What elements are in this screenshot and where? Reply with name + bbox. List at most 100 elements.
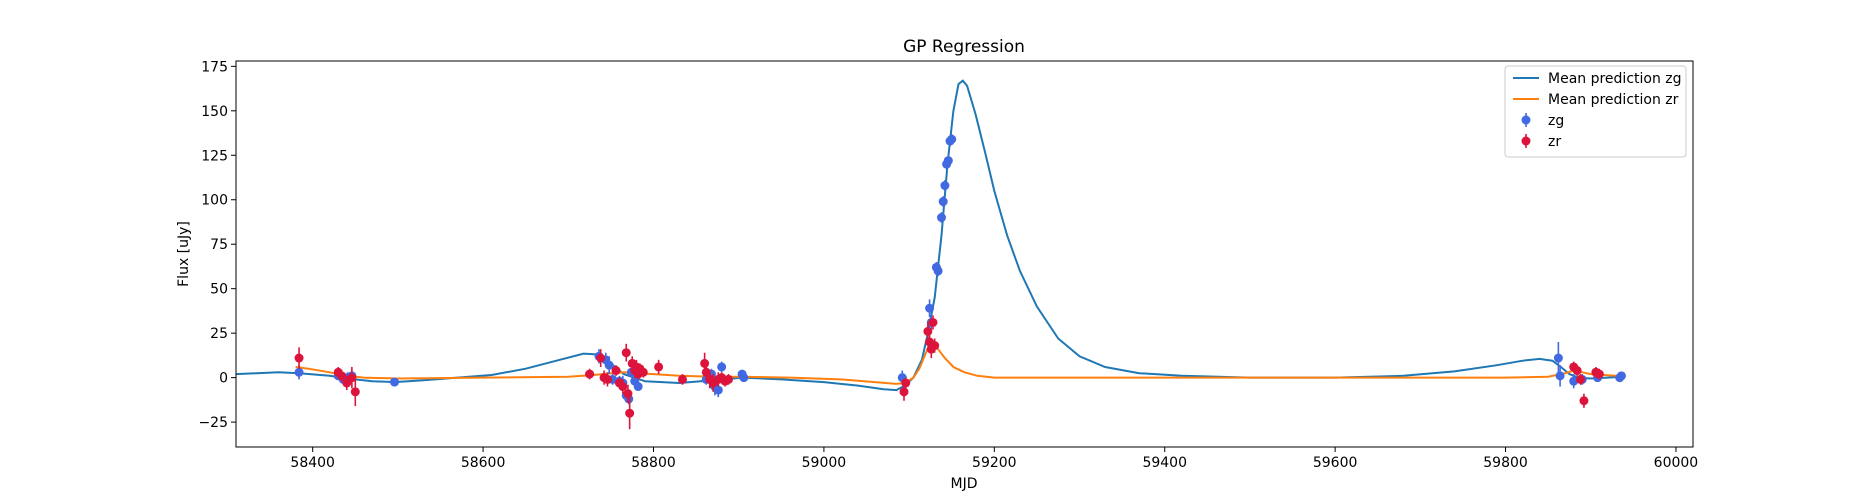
- y-axis-label: Flux [uJy]: [176, 221, 192, 287]
- marker-zg: [938, 197, 948, 207]
- legend-item: zr: [1521, 134, 1561, 150]
- data-point-zg: [925, 299, 935, 318]
- marker-zg: [947, 134, 957, 144]
- data-point-zr: [596, 349, 606, 367]
- y-tick-label: 50: [210, 282, 228, 298]
- series-line-zg: [236, 79, 1622, 392]
- legend-item: Mean prediction zr: [1513, 92, 1679, 108]
- marker-zr: [350, 387, 360, 397]
- marker-zr: [585, 369, 595, 379]
- x-tick-label: 59200: [972, 455, 1017, 471]
- plot-area: [236, 79, 1626, 430]
- legend-item: Mean prediction zg: [1513, 71, 1682, 87]
- y-tick-label: 25: [210, 326, 228, 342]
- marker-zr: [596, 353, 606, 363]
- marker-zg: [940, 181, 950, 191]
- y-tick-label: 175: [201, 59, 228, 75]
- y-axis: −25 0 25 50 75 100 125 150 175: [198, 59, 236, 431]
- y-tick-label: 0: [219, 371, 228, 387]
- marker-zg: [936, 213, 946, 223]
- marker-zr: [623, 389, 633, 399]
- x-tick-label: 60000: [1654, 455, 1699, 471]
- marker-zr: [294, 353, 304, 363]
- data-point-zr: [901, 377, 911, 389]
- marker-zr: [625, 408, 635, 418]
- marker-zg: [633, 382, 643, 392]
- data-point-zr: [1572, 365, 1582, 376]
- marker-zg: [1555, 371, 1565, 381]
- data-point-zg: [933, 265, 943, 277]
- y-tick-label: −25: [198, 415, 228, 431]
- data-point-zr: [625, 397, 635, 430]
- x-tick-label: 59800: [1483, 455, 1528, 471]
- y-tick-label: 75: [210, 237, 228, 253]
- marker-zg: [717, 362, 727, 372]
- data-point-zr: [602, 372, 612, 387]
- x-tick-label: 59400: [1142, 455, 1187, 471]
- y-tick-label: 150: [201, 104, 228, 120]
- data-point-zr: [623, 384, 633, 403]
- data-point-zr: [585, 368, 595, 380]
- marker-zr: [611, 366, 621, 376]
- data-point-zg: [940, 180, 950, 191]
- marker-zg: [294, 367, 304, 377]
- marker-zr: [899, 387, 909, 397]
- data-point-zr: [294, 347, 304, 369]
- data-point-zg: [943, 155, 953, 166]
- marker-zr: [923, 326, 933, 336]
- legend-item: zg: [1521, 113, 1564, 129]
- marker-zr: [1576, 374, 1586, 384]
- data-point-zg: [936, 212, 946, 223]
- marker-zg: [925, 303, 935, 313]
- marker-zr: [701, 367, 711, 377]
- marker-zg: [1616, 371, 1626, 381]
- data-point-zg: [938, 196, 948, 207]
- x-tick-label: 59000: [802, 455, 847, 471]
- data-point-zg: [1555, 365, 1565, 387]
- marker-zg: [389, 377, 399, 387]
- data-point-zr: [337, 370, 347, 382]
- data-point-zg: [739, 373, 749, 383]
- data-point-zg: [717, 361, 727, 373]
- data-point-zg: [947, 133, 957, 145]
- legend-box: [1504, 65, 1687, 158]
- data-point-zr: [723, 374, 733, 385]
- data-point-zr: [928, 315, 938, 330]
- marker-zr: [602, 374, 612, 384]
- marker-zg: [1553, 353, 1563, 363]
- data-point-zg: [1616, 371, 1626, 381]
- data-point-zg: [1569, 374, 1579, 389]
- data-point-zr: [1594, 368, 1604, 380]
- marker-zr: [930, 341, 940, 351]
- y-tick-label: 100: [201, 193, 228, 209]
- legend-marker-swatch: [1521, 136, 1531, 146]
- legend-label: zg: [1548, 113, 1564, 129]
- marker-zg: [943, 156, 953, 166]
- x-tick-label: 59600: [1313, 455, 1358, 471]
- marker-zr: [1594, 369, 1604, 379]
- marker-zr: [638, 367, 648, 377]
- data-point-zr: [1579, 393, 1589, 408]
- x-axis-label: MJD: [951, 476, 978, 492]
- data-point-zr: [654, 359, 664, 375]
- data-point-zg: [389, 377, 399, 387]
- data-point-zg: [633, 382, 643, 392]
- x-tick-label: 58600: [461, 455, 506, 471]
- marker-zr: [723, 374, 733, 384]
- data-point-zg: [1553, 342, 1563, 375]
- legend-label: zr: [1548, 134, 1561, 150]
- marker-zr: [928, 317, 938, 327]
- data-point-zr: [621, 343, 631, 362]
- marker-zg: [1569, 376, 1579, 386]
- marker-zr: [618, 382, 628, 392]
- marker-zr: [337, 371, 347, 381]
- marker-zr: [901, 378, 911, 388]
- marker-zg: [604, 360, 614, 370]
- data-point-zr: [677, 374, 687, 385]
- marker-zr: [677, 374, 687, 384]
- plot-frame: [235, 60, 1694, 448]
- x-axis: 58400 58600 58800 59000 59200 59400 59600 59800…: [290, 447, 1698, 471]
- marker-zr: [700, 358, 710, 368]
- data-point-zr: [350, 377, 360, 407]
